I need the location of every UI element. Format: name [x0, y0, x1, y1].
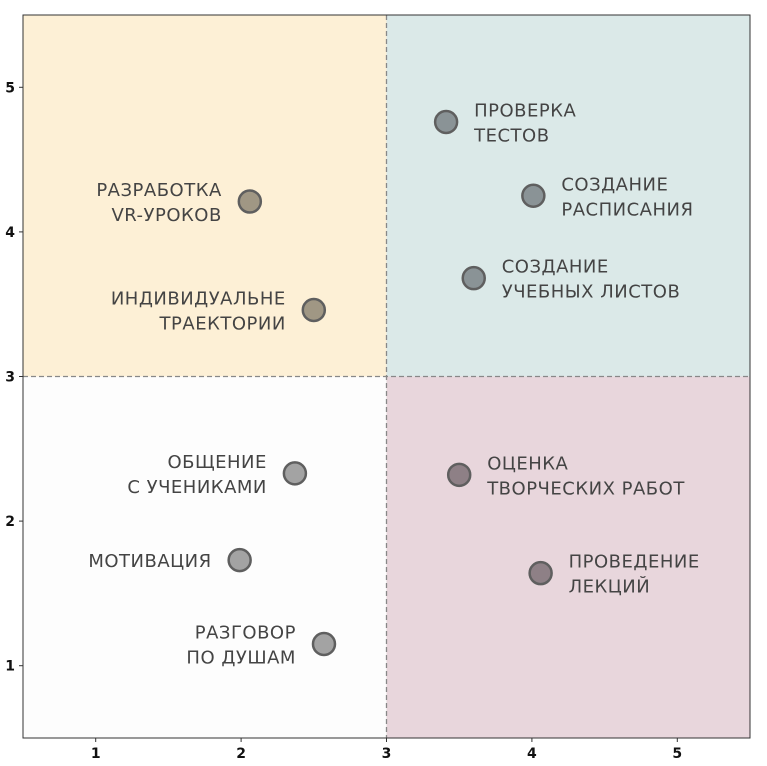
- y-tick-label: 4: [5, 225, 15, 241]
- data-point: [528, 560, 553, 586]
- point-label-line: СОЗДАНИЕ: [502, 257, 609, 278]
- point-label: РАЗГОВОР ПО ДУШАМ: [186, 623, 296, 669]
- point-label-line: ТВОРЧЕСКИХ РАБОТ: [486, 478, 685, 499]
- point-label-line: РАЗГОВОР: [195, 623, 296, 644]
- point-label: СОЗДАНИЕ УЧЕБНЫХ ЛИСТОВ: [502, 257, 681, 303]
- data-point: [433, 109, 459, 135]
- y-tick-label: 3: [5, 370, 15, 386]
- point-label-line: ОЦЕНКА: [487, 453, 568, 474]
- point-label-line: СОЗДАНИЕ: [561, 174, 668, 195]
- data-point: [311, 631, 337, 657]
- point-label: ОЦЕНКА ТВОРЧЕСКИХ РАБОТ: [486, 453, 685, 499]
- point-label: ОБЩЕНИЕ С УЧЕНИКАМИ: [127, 452, 267, 498]
- point-label: РАЗРАБОТКА VR-УРОКОВ: [96, 180, 222, 226]
- data-point: [461, 265, 486, 291]
- data-point: [227, 547, 252, 573]
- point-label: ИНДИВИДУАЛЬНЕ ТРАЕКТОРИИ: [111, 288, 286, 334]
- point-label: ПРОВЕДЕНИЕ ЛЕКЦИЙ: [569, 552, 700, 598]
- x-tick-label: 5: [672, 746, 682, 762]
- point-label-line: ПРОВЕРКА: [474, 101, 576, 122]
- point-label-line: VR-УРОКОВ: [111, 205, 221, 226]
- point-label-line: ОБЩЕНИЕ: [167, 452, 266, 473]
- point-label-line: ПРОВЕДЕНИЕ: [569, 552, 700, 573]
- quadrant-bottom-left: [23, 376, 387, 738]
- point-label-line: РАСПИСАНИЯ: [561, 199, 693, 220]
- y-tick-label: 5: [5, 80, 15, 96]
- x-tick-label: 2: [236, 746, 246, 762]
- quadrant-top-left: [23, 15, 387, 377]
- point-label-line: ТРАЕКТОРИИ: [159, 313, 286, 334]
- point-label-line: С УЧЕНИКАМИ: [127, 477, 267, 498]
- point-label-line: МОТИВАЦИЯ: [88, 551, 211, 572]
- point-label: МОТИВАЦИЯ: [88, 551, 211, 572]
- point-label: ПРОВЕРКА ТЕСТОВ: [473, 101, 576, 147]
- point-label-line: УЧЕБНЫХ ЛИСТОВ: [502, 282, 681, 303]
- data-point: [301, 297, 327, 323]
- quadrant-top-right: [386, 15, 750, 377]
- point-label: СОЗДАНИЕ РАСПИСАНИЯ: [561, 174, 693, 220]
- point-label-line: ИНДИВИДУАЛЬНЕ: [111, 288, 286, 309]
- point-label-line: ТЕСТОВ: [473, 126, 549, 147]
- point-label-line: РАЗРАБОТКА: [96, 180, 222, 201]
- x-tick-label: 1: [91, 746, 101, 762]
- x-tick-label: 4: [527, 746, 537, 762]
- point-label-line: ПО ДУШАМ: [186, 648, 296, 669]
- x-tick-label: 3: [382, 746, 392, 762]
- data-point: [446, 462, 472, 488]
- point-label-line: ЛЕКЦИЙ: [569, 576, 651, 598]
- data-point: [237, 189, 263, 214]
- y-tick-label: 2: [5, 514, 15, 530]
- data-point: [521, 183, 546, 208]
- quadrant-bottom-right: [386, 376, 750, 738]
- data-point: [282, 461, 308, 486]
- y-tick-label: 1: [5, 659, 15, 675]
